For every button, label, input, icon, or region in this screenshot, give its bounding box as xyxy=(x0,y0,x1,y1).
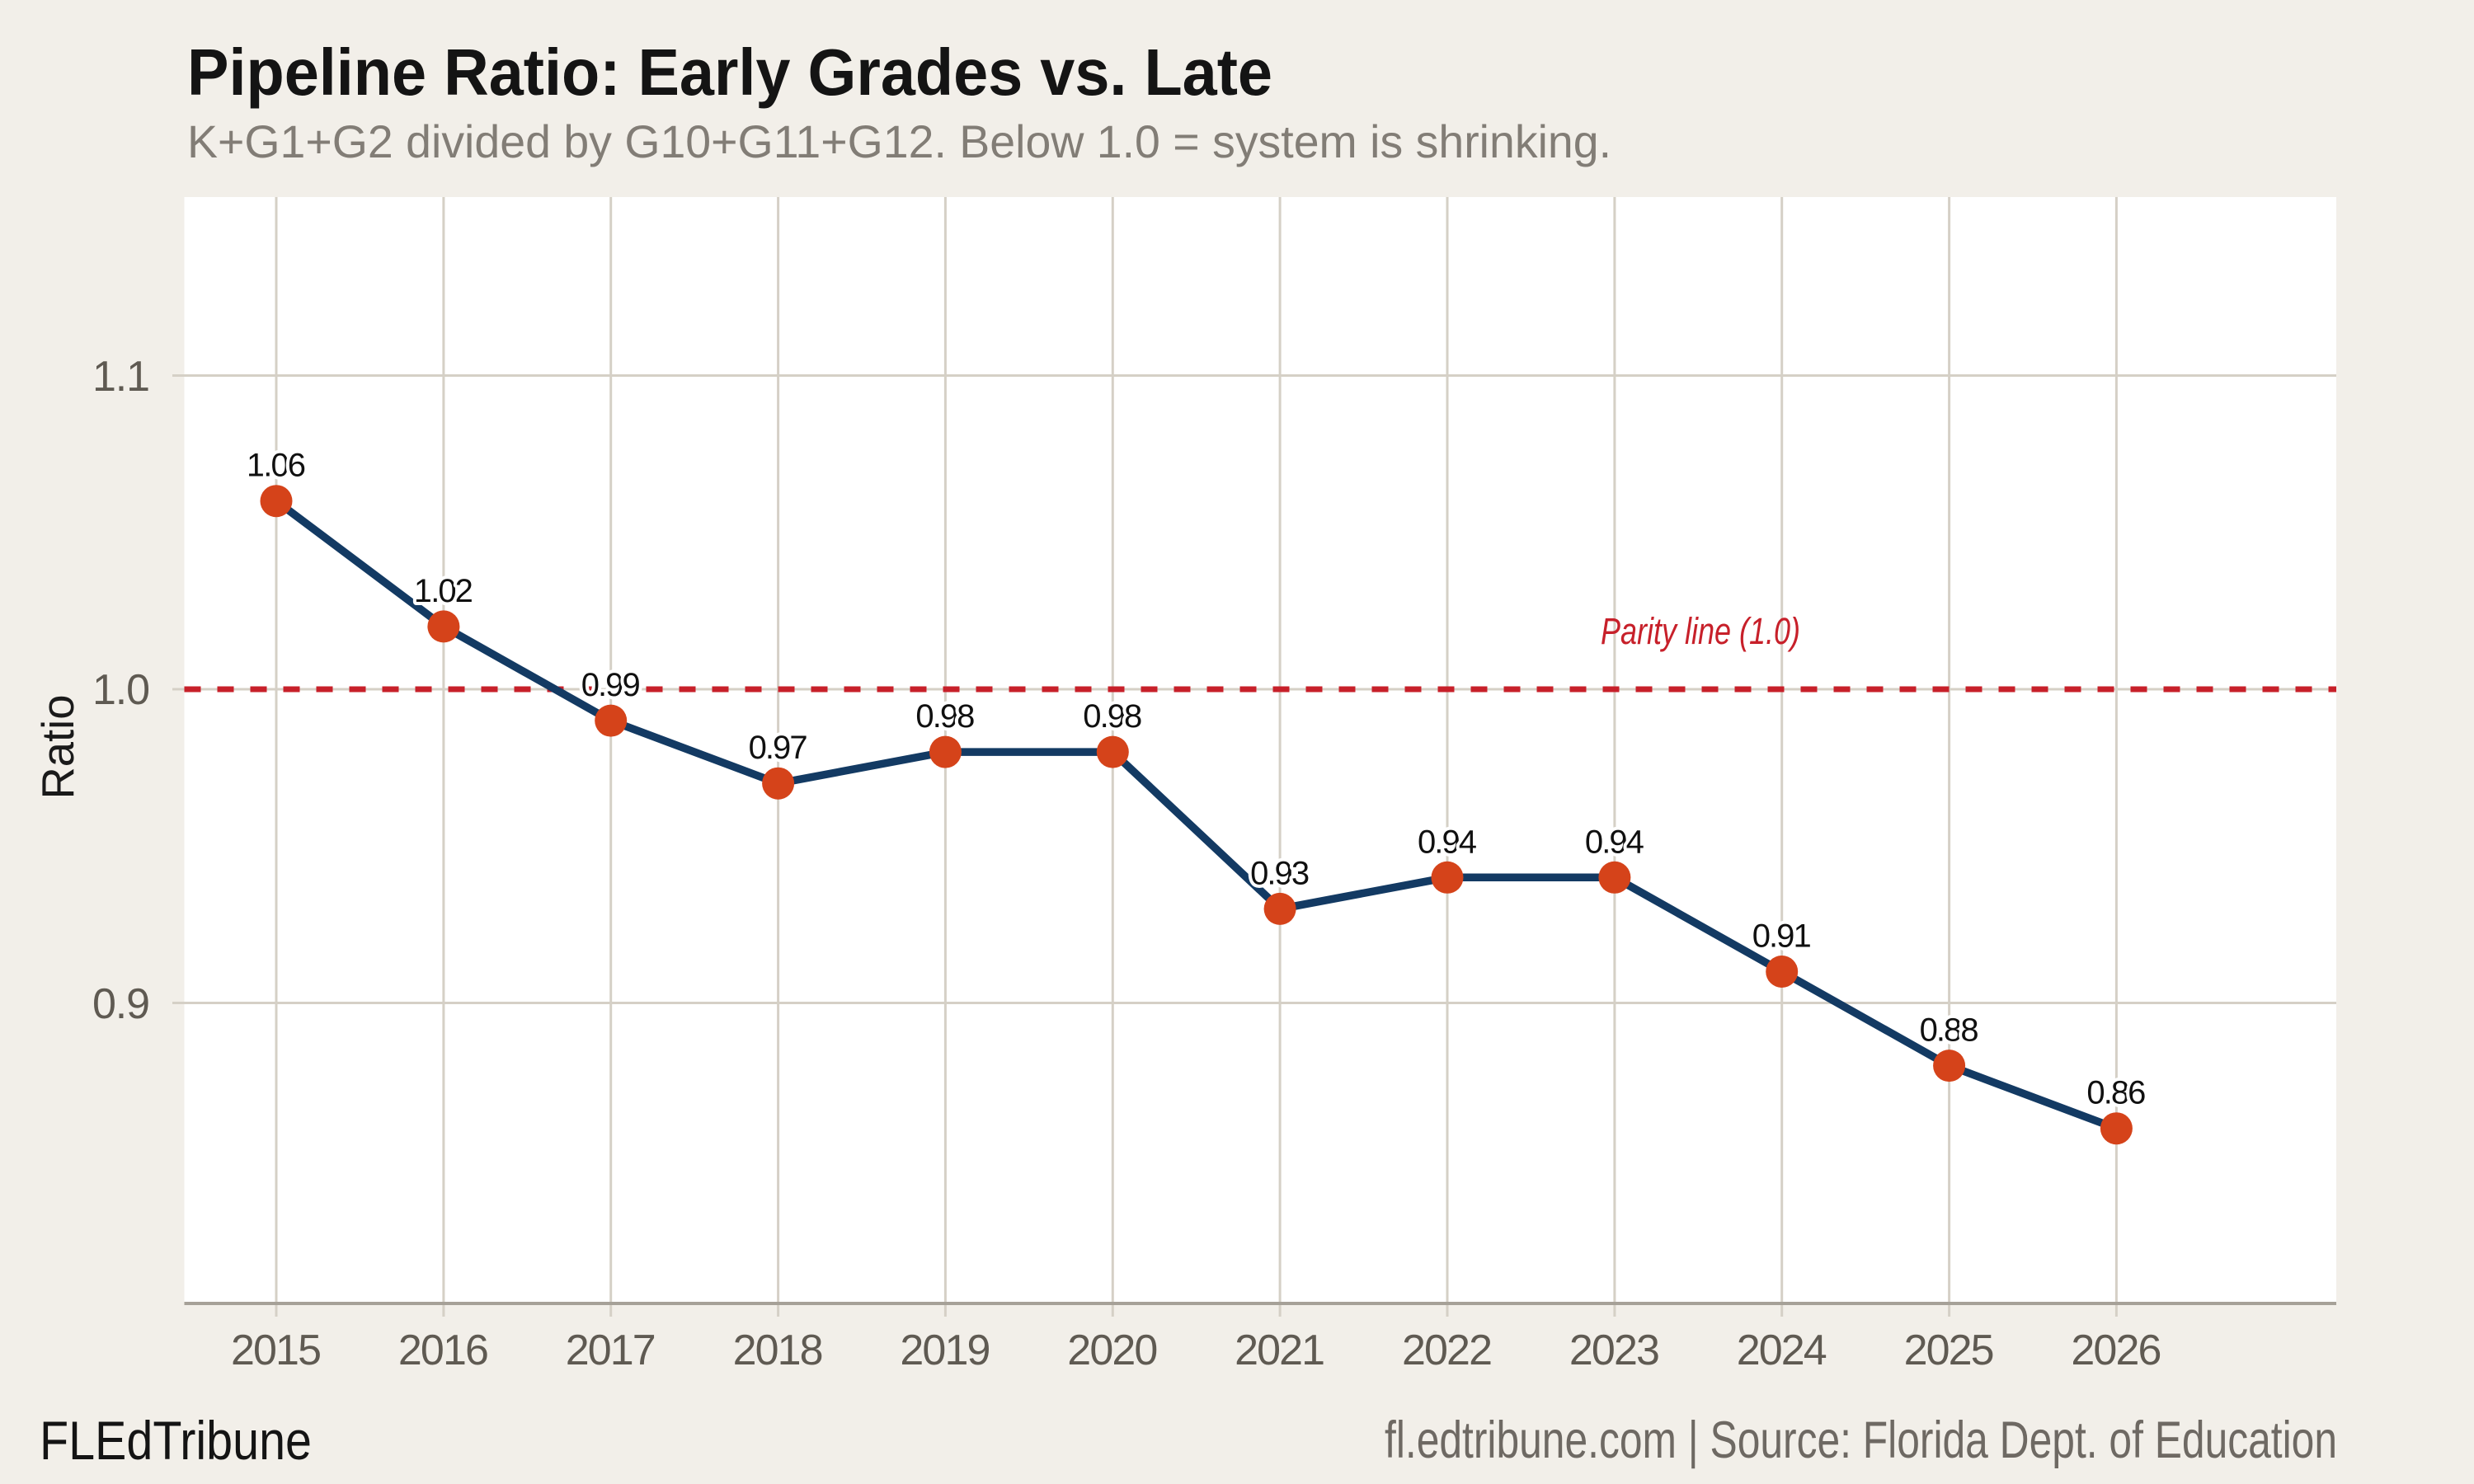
svg-text:2021: 2021 xyxy=(1235,1327,1325,1374)
svg-text:0.91: 0.91 xyxy=(1752,918,1812,955)
svg-text:1.0: 1.0 xyxy=(92,666,150,714)
svg-text:0.94: 0.94 xyxy=(1418,824,1477,860)
svg-text:FLEdTribune: FLEdTribune xyxy=(40,1410,312,1471)
svg-text:2023: 2023 xyxy=(1569,1327,1660,1374)
svg-text:2015: 2015 xyxy=(231,1327,322,1374)
svg-text:0.98: 0.98 xyxy=(915,698,975,735)
svg-text:0.94: 0.94 xyxy=(1585,824,1644,860)
svg-text:K+G1+G2 divided by G10+G11+G12: K+G1+G2 divided by G10+G11+G12. Below 1.… xyxy=(187,115,1611,167)
svg-text:0.99: 0.99 xyxy=(581,667,641,703)
svg-text:0.98: 0.98 xyxy=(1083,698,1142,735)
svg-text:1.1: 1.1 xyxy=(92,353,150,401)
svg-text:2017: 2017 xyxy=(566,1327,656,1374)
svg-text:2022: 2022 xyxy=(1402,1327,1493,1374)
svg-text:0.93: 0.93 xyxy=(1250,855,1310,891)
svg-text:2026: 2026 xyxy=(2071,1327,2161,1374)
svg-text:2024: 2024 xyxy=(1737,1327,1827,1374)
svg-text:0.88: 0.88 xyxy=(1920,1012,1979,1049)
svg-text:2016: 2016 xyxy=(398,1327,489,1374)
svg-text:2019: 2019 xyxy=(900,1327,990,1374)
svg-text:2018: 2018 xyxy=(733,1327,824,1374)
svg-text:Parity line (1.0): Parity line (1.0) xyxy=(1601,610,1800,652)
svg-text:fl.edtribune.com | Source: Flo: fl.edtribune.com | Source: Florida Dept.… xyxy=(1385,1411,2337,1469)
svg-text:Ratio: Ratio xyxy=(32,695,83,800)
svg-text:Pipeline Ratio: Early Grades v: Pipeline Ratio: Early Grades vs. Late xyxy=(187,35,1272,109)
svg-text:2025: 2025 xyxy=(1904,1327,1995,1374)
svg-text:1.02: 1.02 xyxy=(414,573,473,609)
svg-text:0.97: 0.97 xyxy=(749,730,808,766)
svg-text:0.86: 0.86 xyxy=(2086,1075,2146,1111)
svg-text:1.06: 1.06 xyxy=(247,448,306,484)
svg-text:0.9: 0.9 xyxy=(92,980,150,1028)
svg-text:2020: 2020 xyxy=(1067,1327,1158,1374)
